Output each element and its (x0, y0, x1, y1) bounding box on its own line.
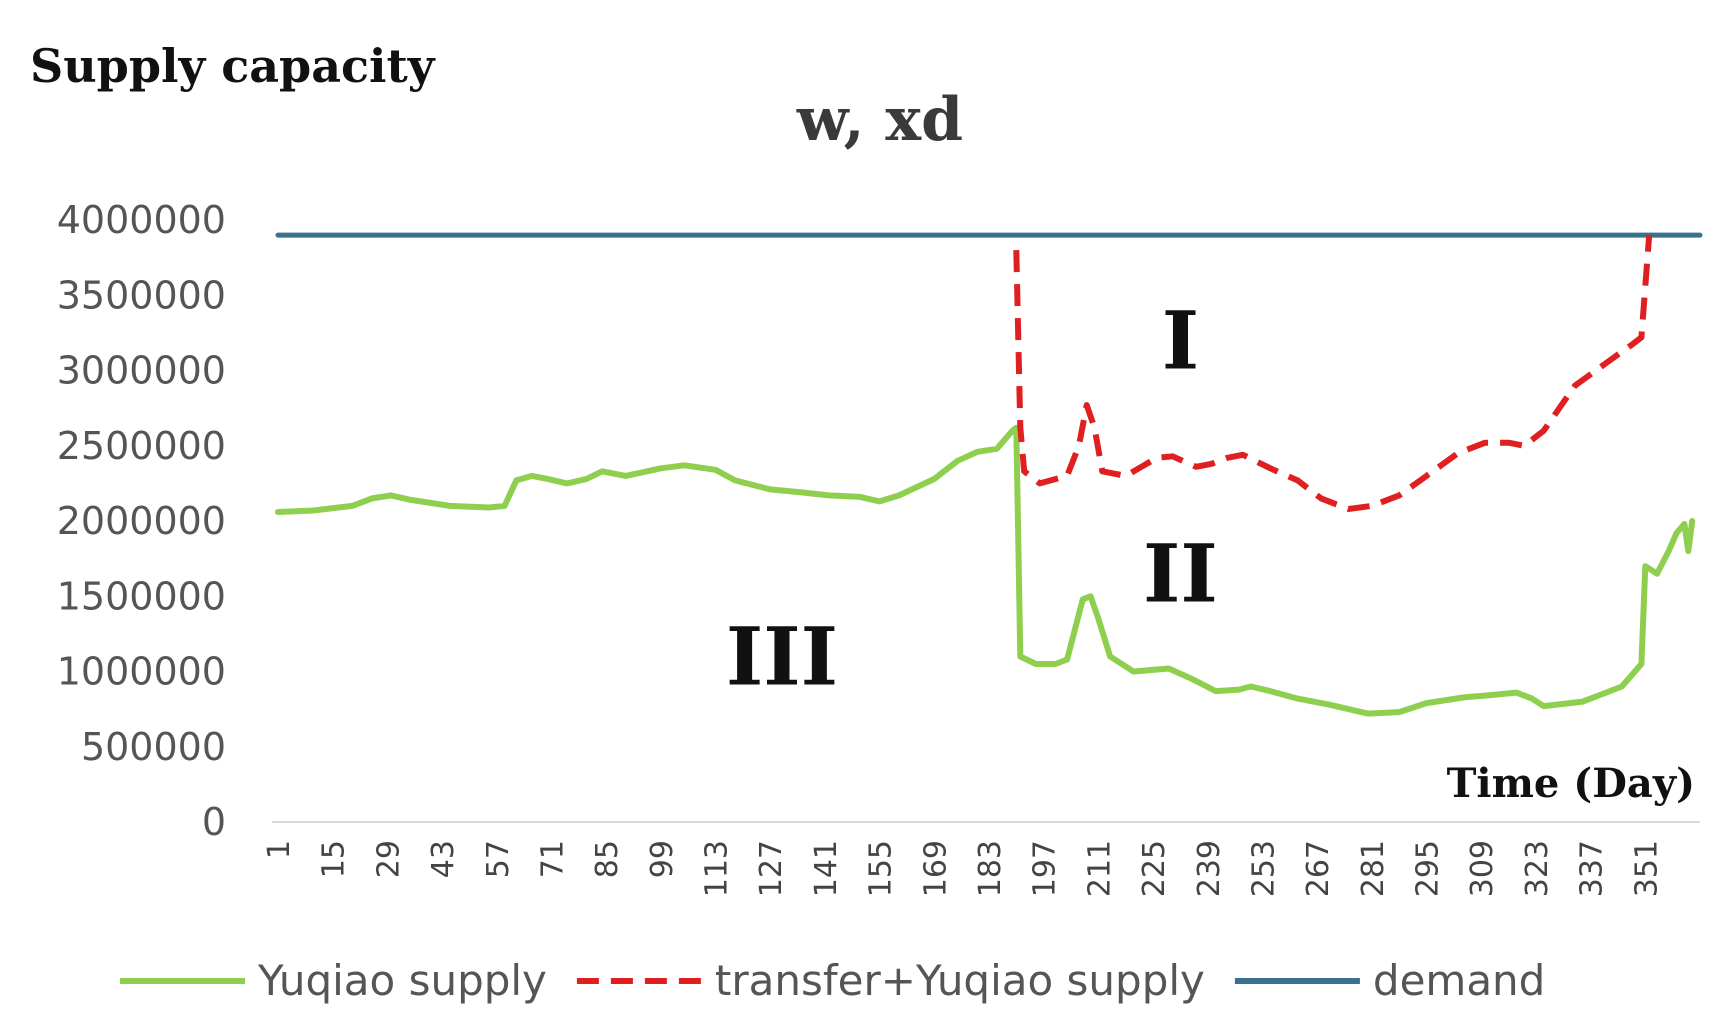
x-tick-label: 155 (864, 840, 899, 897)
x-tick-label: 71 (535, 840, 570, 878)
unit-label: w, xd (796, 85, 963, 155)
y-tick-label: 1500000 (57, 574, 226, 618)
x-tick-label: 113 (700, 840, 735, 897)
x-tick-label: 183 (973, 840, 1008, 897)
legend-label-demand: demand (1373, 956, 1545, 1005)
x-tick-label: 15 (317, 840, 352, 878)
x-tick-label: 337 (1575, 840, 1610, 897)
legend-label-transfer-yuqiao-supply: transfer+Yuqiao supply (715, 956, 1205, 1005)
region-label: I (1162, 293, 1199, 387)
plot-area: 0 500000 1000000 1500000 2000000 2500000 30000… (57, 198, 1703, 897)
x-tick-label: 169 (918, 840, 953, 897)
x-tick-label: 351 (1629, 840, 1664, 897)
y-tick-label: 3500000 (57, 273, 226, 317)
x-tick-label: 1 (262, 840, 297, 859)
x-tick-label: 225 (1137, 840, 1172, 897)
x-tick-label: 57 (481, 840, 516, 878)
x-tick-label: 211 (1082, 840, 1117, 897)
x-tick-label: 29 (371, 840, 406, 878)
region-label: II (1143, 527, 1218, 621)
x-tick-label: 323 (1520, 840, 1555, 897)
x-tick-label: 127 (754, 840, 789, 897)
y-tick-label: 3000000 (57, 349, 226, 393)
y-tick-label: 1000000 (57, 650, 226, 694)
region-label: III (726, 609, 838, 703)
y-tick-label: 2500000 (57, 424, 226, 468)
x-tick-label: 197 (1028, 840, 1063, 897)
x-tick-label: 267 (1301, 840, 1336, 897)
x-tick-label: 141 (809, 840, 844, 897)
y-axis-title: Supply capacity (30, 39, 436, 93)
x-tick-label: 295 (1411, 840, 1446, 897)
x-tick-label: 43 (426, 840, 461, 878)
y-tick-label: 500000 (81, 725, 226, 769)
x-tick-label: 253 (1246, 840, 1281, 897)
series-line-transfer-yuqiao-supply (1013, 234, 1653, 512)
y-tick-label: 4000000 (57, 198, 226, 242)
y-tick-label: 2000000 (57, 499, 226, 543)
x-tick-label: 309 (1465, 840, 1500, 897)
legend: Yuqiao supply transfer+Yuqiao supply deman… (120, 956, 1545, 1005)
x-tick-label: 85 (590, 840, 625, 878)
x-tick-label: 239 (1192, 840, 1227, 897)
x-tick-label: 99 (645, 840, 680, 878)
series-line-yuqiao-supply (275, 424, 1696, 717)
y-tick-label: 0 (202, 800, 226, 844)
legend-label-yuqiao-supply: Yuqiao supply (257, 956, 547, 1005)
x-axis-title: Time (Day) (1447, 760, 1695, 807)
x-tick-label: 281 (1356, 840, 1391, 897)
